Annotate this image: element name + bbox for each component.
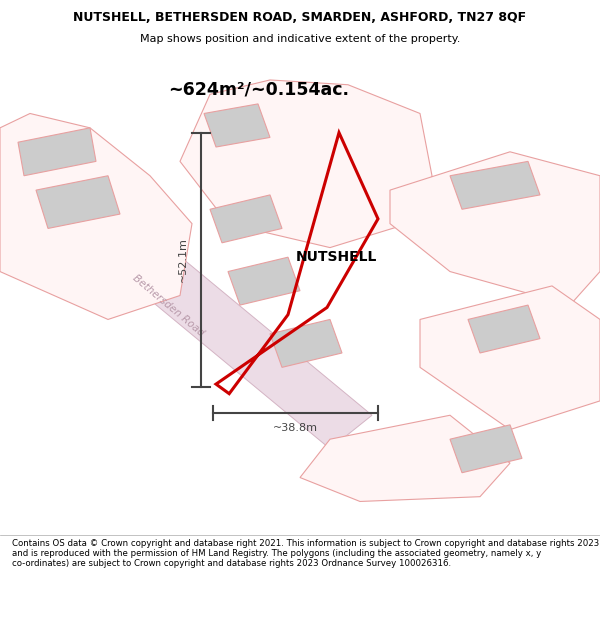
Polygon shape: [0, 142, 372, 449]
Text: Bethersden Road: Bethersden Road: [130, 272, 206, 338]
Polygon shape: [0, 114, 192, 319]
Polygon shape: [210, 195, 282, 242]
Text: ~38.8m: ~38.8m: [273, 423, 318, 433]
Text: ~624m²/~0.154ac.: ~624m²/~0.154ac.: [168, 81, 349, 99]
Text: Map shows position and indicative extent of the property.: Map shows position and indicative extent…: [140, 34, 460, 44]
Polygon shape: [420, 286, 600, 429]
Polygon shape: [468, 305, 540, 353]
Polygon shape: [18, 128, 96, 176]
Polygon shape: [180, 80, 432, 248]
Polygon shape: [36, 176, 120, 229]
Polygon shape: [204, 104, 270, 147]
Polygon shape: [270, 319, 342, 368]
Text: NUTSHELL: NUTSHELL: [295, 250, 377, 264]
Polygon shape: [450, 161, 540, 209]
Text: ~52.1m: ~52.1m: [178, 237, 188, 282]
Polygon shape: [390, 152, 600, 305]
Text: NUTSHELL, BETHERSDEN ROAD, SMARDEN, ASHFORD, TN27 8QF: NUTSHELL, BETHERSDEN ROAD, SMARDEN, ASHF…: [73, 11, 527, 24]
Polygon shape: [228, 257, 300, 305]
Polygon shape: [300, 415, 510, 501]
Polygon shape: [450, 425, 522, 472]
Text: Contains OS data © Crown copyright and database right 2021. This information is : Contains OS data © Crown copyright and d…: [12, 539, 599, 568]
